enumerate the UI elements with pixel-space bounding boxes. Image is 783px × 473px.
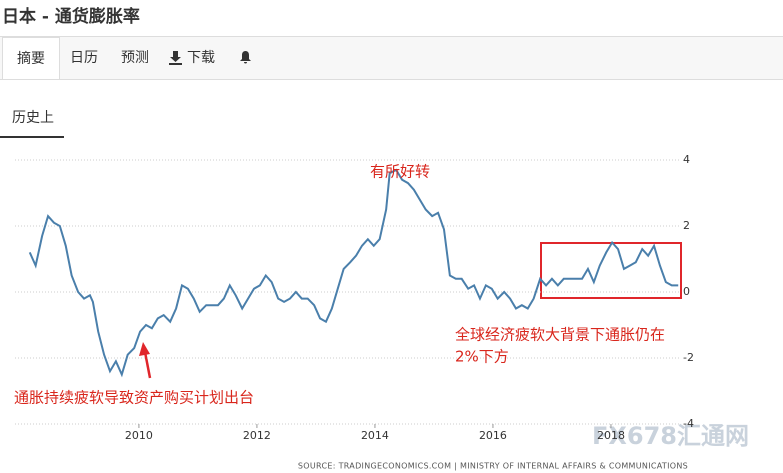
annotation: 全球经济疲软大背景下通胀仍在 xyxy=(455,326,665,344)
y-tick-label: -2 xyxy=(683,351,694,364)
subtab[interactable]: 历史上 xyxy=(0,104,64,138)
x-tick-label: 2014 xyxy=(361,429,389,442)
bell-icon[interactable] xyxy=(239,50,252,65)
y-tick-label: 4 xyxy=(683,153,690,166)
annotation: 通胀持续疲软导致资产购买计划出台 xyxy=(14,389,254,407)
x-tick-label: 2016 xyxy=(479,429,507,442)
download-icon xyxy=(169,51,182,65)
arrow xyxy=(139,342,152,379)
tab[interactable]: 下载 xyxy=(187,50,215,66)
y-tick-label: 0 xyxy=(683,285,690,298)
tab-bar: 摘要 日历 预测 下载 xyxy=(0,37,783,80)
line-series xyxy=(28,168,679,378)
x-tick-label: 2018 xyxy=(597,429,625,442)
annotation: 2%下方 xyxy=(455,348,509,366)
tab[interactable]: 摘要 xyxy=(2,37,60,79)
tab[interactable]: 预测 xyxy=(121,50,149,66)
page-title: 日本 - 通货膨胀率 xyxy=(0,0,783,37)
y-tick-label: -4 xyxy=(683,417,694,430)
watermark: FX678汇通网 xyxy=(592,422,749,450)
tab[interactable]: 日历 xyxy=(70,50,98,66)
source: SOURCE: TRADINGECONOMICS.COM | MINISTRY … xyxy=(298,462,688,471)
x-tick-label: 2012 xyxy=(243,429,271,442)
x-tick-label: 2010 xyxy=(125,429,153,442)
annotation: 有所好转 xyxy=(370,163,430,181)
highlight-box xyxy=(540,242,682,299)
y-tick-label: 2 xyxy=(683,219,690,232)
